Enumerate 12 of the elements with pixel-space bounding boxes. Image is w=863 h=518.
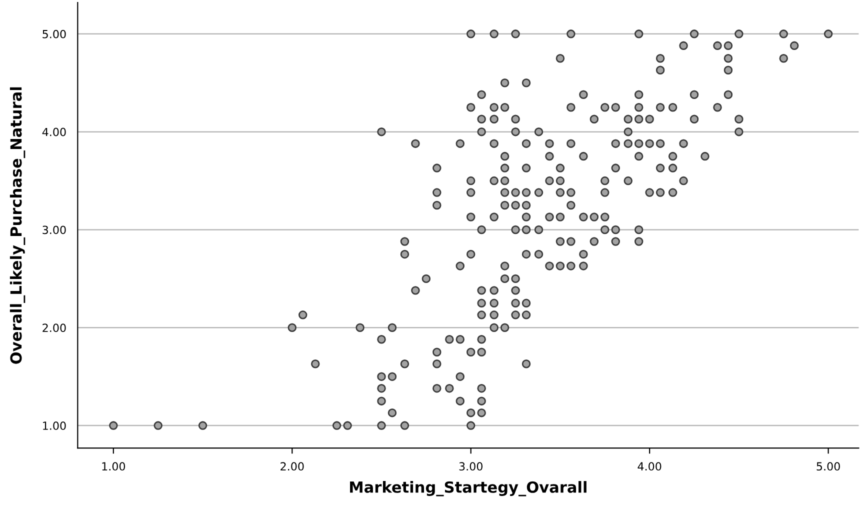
y-tick-label: 1.00 [43, 422, 66, 430]
x-tick-label: 4.00 [638, 462, 662, 471]
x-axis-title: Marketing_Startegy_Ovarall [350, 481, 586, 496]
x-tick-label: 5.00 [816, 462, 840, 471]
y-tick-label: 2.00 [42, 324, 66, 332]
y-axis-title: Overall_Likely_Purchase_Natural [10, 87, 26, 364]
y-tick-label: 5.00 [42, 30, 66, 38]
y-tick-label: 3.00 [42, 226, 66, 234]
y-tick-label: 4.00 [42, 128, 66, 136]
x-tick-label: 3.00 [459, 462, 482, 471]
x-tick-label: 2.00 [280, 462, 304, 471]
x-tick-label: 1.00 [102, 462, 126, 471]
